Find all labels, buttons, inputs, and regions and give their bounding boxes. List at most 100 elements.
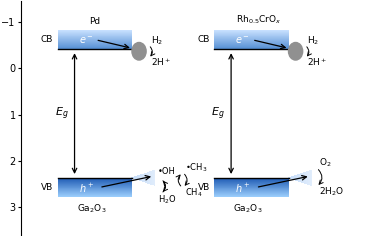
Bar [214, 187, 289, 188]
Bar [214, 40, 289, 41]
Bar [150, 171, 151, 185]
Bar [290, 177, 291, 179]
Bar [58, 187, 132, 188]
Bar [58, 191, 132, 192]
Bar [58, 186, 132, 187]
Bar [58, 45, 132, 46]
Text: VB: VB [41, 183, 53, 192]
Bar [58, 42, 132, 43]
Bar [300, 173, 301, 182]
Bar [308, 171, 309, 185]
Text: $h^+$: $h^+$ [79, 182, 94, 195]
Text: •OH: •OH [158, 167, 176, 176]
Text: H$_2$: H$_2$ [307, 35, 319, 47]
Bar [214, 35, 289, 36]
Bar [214, 184, 289, 185]
Bar [311, 170, 312, 186]
Bar [58, 40, 132, 41]
Bar [214, 39, 289, 40]
Bar [141, 174, 142, 181]
Bar [132, 177, 133, 178]
Bar [146, 173, 147, 183]
Bar [58, 33, 132, 34]
Text: CB: CB [197, 35, 210, 44]
Bar [214, 45, 289, 46]
Bar [58, 47, 132, 48]
Bar [309, 170, 310, 185]
Bar [58, 185, 132, 186]
Bar [58, 34, 132, 35]
Bar [214, 178, 289, 179]
Bar [310, 170, 311, 185]
Bar [307, 171, 308, 185]
Bar [136, 176, 137, 180]
Bar [58, 190, 132, 191]
Bar [214, 194, 289, 195]
Bar [214, 44, 289, 45]
Bar [214, 183, 289, 184]
Bar [214, 191, 289, 192]
Bar [214, 42, 289, 43]
Text: 2H$^+$: 2H$^+$ [151, 56, 171, 68]
Bar [291, 176, 292, 179]
Bar [214, 46, 289, 47]
Bar [138, 175, 139, 180]
Bar [142, 174, 143, 182]
Bar [214, 36, 289, 37]
Bar [302, 173, 303, 183]
Bar [304, 172, 305, 184]
Text: CB: CB [41, 35, 53, 44]
Text: $h^+$: $h^+$ [235, 182, 250, 195]
Text: $e^-$: $e^-$ [235, 35, 250, 46]
Bar [58, 193, 132, 194]
Bar [58, 39, 132, 40]
Bar [58, 30, 132, 31]
Bar [58, 44, 132, 45]
Text: VB: VB [198, 183, 210, 192]
Bar [214, 38, 289, 39]
Bar [306, 171, 307, 184]
Bar [301, 173, 302, 182]
Bar [58, 35, 132, 36]
Bar [58, 41, 132, 42]
Bar [214, 185, 289, 186]
Bar [214, 179, 289, 180]
Bar [148, 172, 149, 184]
Bar [214, 180, 289, 181]
Bar [135, 176, 136, 180]
Bar [58, 178, 132, 179]
Bar [152, 170, 153, 185]
Bar [214, 190, 289, 191]
Bar [214, 188, 289, 189]
Bar [58, 46, 132, 47]
Bar [58, 184, 132, 185]
Text: CH$_4$: CH$_4$ [185, 186, 202, 199]
Bar [295, 175, 296, 181]
Bar [214, 37, 289, 38]
Bar [58, 36, 132, 37]
Bar [214, 47, 289, 48]
Bar [288, 177, 289, 178]
Bar [214, 32, 289, 33]
Bar [145, 173, 146, 183]
Bar [289, 177, 290, 178]
Text: 2H$_2$O: 2H$_2$O [319, 185, 344, 198]
Bar [149, 172, 150, 184]
Bar [133, 177, 134, 179]
Bar [58, 181, 132, 182]
Bar [294, 175, 295, 180]
Bar [58, 180, 132, 181]
Text: $E_g$: $E_g$ [55, 105, 68, 122]
Bar [147, 172, 148, 184]
Bar [58, 37, 132, 38]
Text: $E_g$: $E_g$ [211, 105, 225, 122]
Text: O$_2$: O$_2$ [319, 157, 331, 169]
Bar [58, 183, 132, 184]
Bar [303, 172, 304, 183]
Bar [134, 177, 135, 179]
Bar [292, 176, 293, 180]
Bar [214, 182, 289, 183]
Text: Pd: Pd [89, 17, 101, 26]
Bar [58, 192, 132, 193]
Bar [58, 188, 132, 189]
